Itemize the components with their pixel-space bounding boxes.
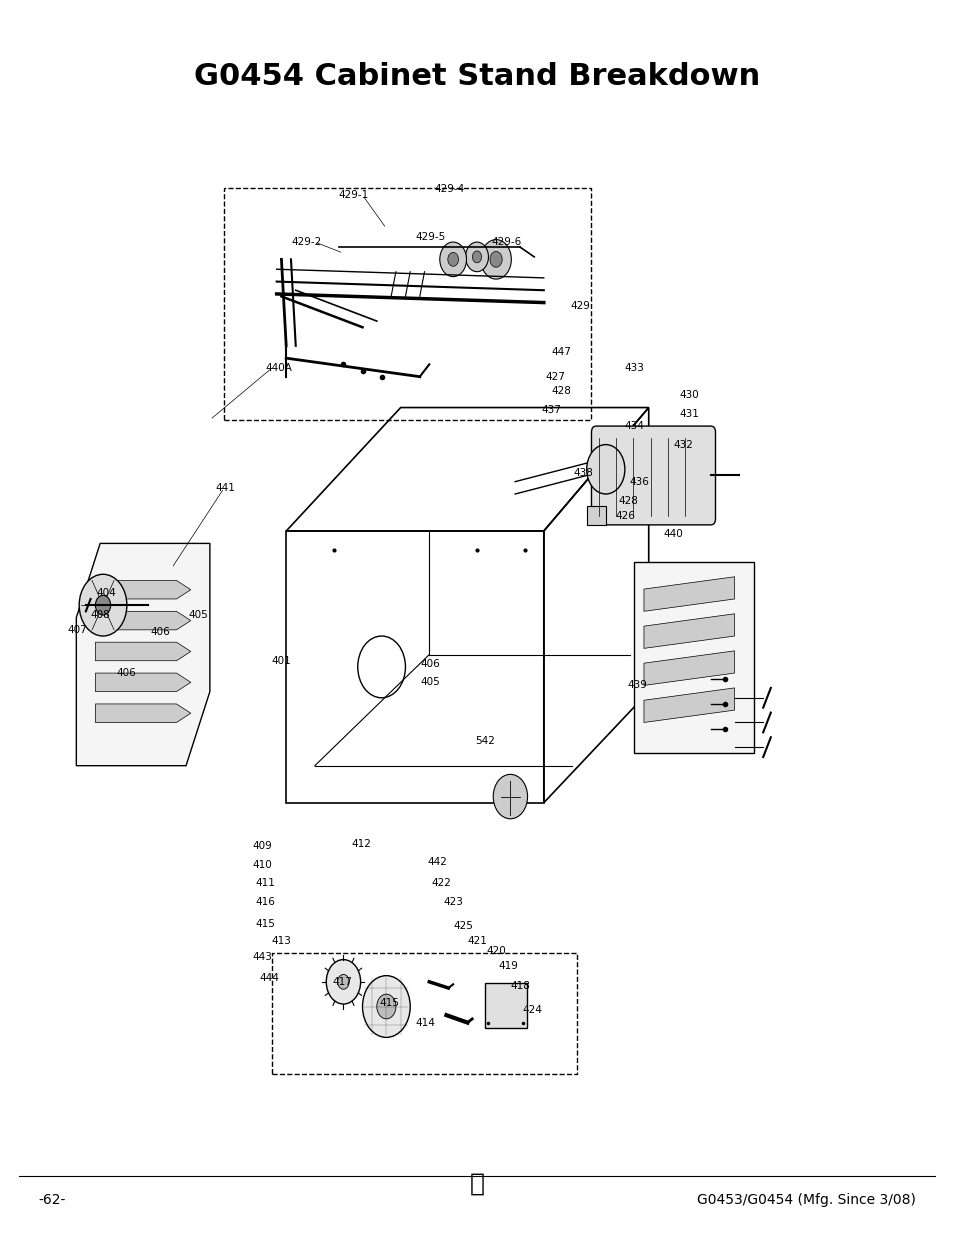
Circle shape [465, 242, 488, 272]
Text: 416: 416 [255, 897, 275, 906]
Text: 429: 429 [570, 301, 590, 311]
Bar [272, 953, 577, 1074]
Text: 429-2: 429-2 [291, 237, 321, 247]
Text: 414: 414 [415, 1018, 435, 1028]
Circle shape [337, 974, 349, 989]
Circle shape [95, 595, 111, 615]
Text: 429-5: 429-5 [415, 232, 445, 242]
Polygon shape [95, 673, 191, 692]
Circle shape [472, 251, 481, 263]
Text: 430: 430 [679, 390, 699, 400]
Text: 542: 542 [475, 736, 495, 746]
Text: 429-1: 429-1 [338, 190, 369, 200]
Text: 428: 428 [551, 387, 571, 396]
Circle shape [586, 445, 624, 494]
Circle shape [376, 994, 395, 1019]
Text: 409: 409 [253, 841, 273, 851]
Text: 436: 436 [629, 477, 649, 487]
Text: 407: 407 [68, 625, 88, 635]
Polygon shape [95, 611, 191, 630]
FancyBboxPatch shape [484, 983, 526, 1028]
Text: 433: 433 [624, 363, 644, 373]
Polygon shape [95, 580, 191, 599]
Text: 401: 401 [272, 656, 292, 666]
Text: 442: 442 [427, 857, 447, 867]
Polygon shape [643, 577, 734, 611]
Text: 427: 427 [545, 372, 565, 382]
Text: 🐻: 🐻 [469, 1171, 484, 1195]
Text: 419: 419 [497, 961, 517, 971]
Polygon shape [95, 704, 191, 722]
Text: 412: 412 [351, 839, 371, 848]
Text: 408: 408 [91, 610, 111, 620]
Polygon shape [76, 543, 210, 766]
Bar [224, 188, 591, 420]
Polygon shape [586, 506, 605, 525]
Circle shape [79, 574, 127, 636]
Text: 417: 417 [332, 977, 352, 987]
Text: 423: 423 [443, 897, 463, 906]
Text: 431: 431 [679, 409, 699, 419]
Text: 418: 418 [510, 981, 530, 990]
Text: 425: 425 [453, 921, 473, 931]
Text: 406: 406 [420, 659, 440, 669]
Circle shape [362, 976, 410, 1037]
Text: 424: 424 [522, 1005, 542, 1015]
Polygon shape [643, 688, 734, 722]
Text: 440A: 440A [265, 363, 292, 373]
Text: 440: 440 [662, 529, 682, 538]
Text: 411: 411 [255, 878, 275, 888]
Text: 421: 421 [467, 936, 487, 946]
Text: 415: 415 [379, 998, 399, 1008]
Circle shape [326, 960, 360, 1004]
Text: 439: 439 [627, 680, 647, 690]
Text: 434: 434 [624, 421, 644, 431]
Polygon shape [643, 651, 734, 685]
Polygon shape [634, 562, 753, 753]
Text: 429-6: 429-6 [491, 237, 521, 247]
Polygon shape [95, 642, 191, 661]
Text: 415: 415 [255, 919, 275, 929]
Text: 429-4: 429-4 [434, 184, 464, 194]
Text: 406: 406 [151, 627, 171, 637]
Circle shape [480, 240, 511, 279]
FancyBboxPatch shape [591, 426, 715, 525]
Circle shape [493, 774, 527, 819]
Text: 444: 444 [259, 973, 279, 983]
Text: 410: 410 [253, 860, 273, 869]
Text: 426: 426 [615, 511, 635, 521]
Text: 428: 428 [618, 496, 638, 506]
Polygon shape [643, 614, 734, 648]
Circle shape [490, 252, 501, 267]
Circle shape [447, 252, 458, 267]
Text: G0454 Cabinet Stand Breakdown: G0454 Cabinet Stand Breakdown [193, 62, 760, 91]
Text: 438: 438 [573, 468, 593, 478]
Text: 447: 447 [551, 347, 571, 357]
Text: 441: 441 [215, 483, 235, 493]
Text: 422: 422 [431, 878, 451, 888]
Text: 405: 405 [420, 677, 440, 687]
Text: 404: 404 [96, 588, 116, 598]
Text: 406: 406 [116, 668, 136, 678]
Text: G0453/G0454 (Mfg. Since 3/08): G0453/G0454 (Mfg. Since 3/08) [697, 1193, 915, 1208]
Text: 405: 405 [189, 610, 209, 620]
Text: 432: 432 [673, 440, 693, 450]
Circle shape [439, 242, 466, 277]
Text: -62-: -62- [38, 1193, 66, 1208]
Text: 420: 420 [486, 946, 506, 956]
Text: 443: 443 [253, 952, 273, 962]
Text: 413: 413 [272, 936, 292, 946]
Text: 437: 437 [541, 405, 561, 415]
